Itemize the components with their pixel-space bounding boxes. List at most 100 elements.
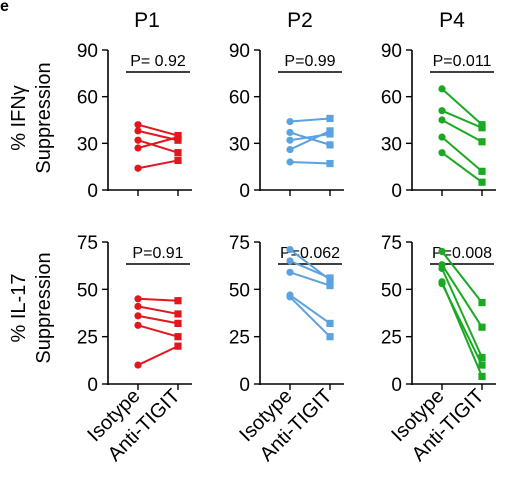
isotype-point-p2-il17-2 [286, 268, 294, 276]
anti-tigit-point-p2-il17-4 [326, 333, 334, 341]
pair-line-p4-il17-1 [441, 264, 483, 328]
y-tick-label-p4-ifng: 60 [381, 88, 402, 109]
pvalue-p1-ifng: P= 0.92 [130, 53, 186, 70]
pair-line-p1-il17-4 [137, 345, 179, 366]
pair-line-p2-il17-3 [289, 294, 331, 325]
isotype-point-p2-il17-0 [286, 245, 294, 254]
pvalue-p2-il17: P=0.062 [280, 245, 340, 262]
anti-tigit-point-p4-ifng-4 [478, 178, 486, 186]
isotype-point-p2-ifng-3 [286, 145, 294, 154]
isotype-point-p4-ifng-1 [438, 107, 446, 115]
anti-tigit-point-p1-ifng-2 [174, 149, 182, 157]
anti-tigit-point-p2-il17-1 [326, 274, 334, 282]
pvalue-p2-ifng: P=0.99 [284, 53, 335, 70]
anti-tigit-point-p2-ifng-4 [326, 159, 334, 168]
anti-tigit-point-p1-il17-3 [174, 333, 182, 341]
isotype-point-p4-ifng-0 [438, 85, 446, 93]
isotype-point-p1-ifng-0 [134, 121, 142, 129]
isotype-point-p1-il17-1 [134, 302, 142, 310]
pair-line-p2-ifng-0 [289, 117, 331, 123]
pvalue-p4-ifng: P=0.011 [433, 53, 492, 70]
pair-line-p1-il17-2 [137, 314, 179, 325]
anti-tigit-point-p2-ifng-3 [326, 127, 334, 135]
y-tick-label-p2-il17: 50 [229, 280, 250, 301]
ylabel-ifng-line1: % IFNγ [8, 85, 30, 151]
anti-tigit-point-p4-il17-3 [478, 361, 486, 369]
y-tick-label-p1-il17: 0 [87, 375, 98, 396]
y-tick-label-p4-ifng: 0 [391, 181, 402, 202]
isotype-point-p4-il17-4 [438, 278, 446, 286]
isotype-point-p4-ifng-2 [438, 116, 446, 124]
y-tick-label-p1-ifng: 90 [77, 41, 98, 62]
isotype-point-p2-ifng-2 [286, 136, 294, 144]
panel-p1-ifng: 0 30 60 90 P= 0.92 [77, 41, 192, 202]
panel-p1-il17: 0 25 50 75 P=0.91 [77, 233, 192, 396]
pair-line-p1-il17-3 [137, 324, 179, 338]
pair-line-p2-il17-4 [289, 296, 331, 338]
isotype-point-p2-il17-4 [286, 293, 294, 301]
anti-tigit-point-p1-ifng-4 [174, 156, 182, 165]
isotype-point-p2-il17-1 [286, 257, 294, 265]
y-tick-label-p4-il17: 25 [381, 328, 402, 349]
isotype-point-p4-il17-2 [438, 264, 446, 273]
pair-line-p1-il17-1 [137, 305, 179, 315]
isotype-point-p4-il17-0 [438, 247, 446, 256]
pair-line-p4-ifng-3 [441, 136, 483, 173]
isotype-point-p1-il17-0 [134, 295, 142, 303]
anti-tigit-point-p4-ifng-1 [478, 124, 486, 132]
anti-tigit-point-p1-il17-0 [174, 297, 182, 305]
pair-line-p1-ifng-4 [137, 159, 179, 170]
title-p4: P4 [439, 9, 465, 32]
isotype-point-p4-ifng-4 [438, 149, 446, 157]
ylabel-il17-line2: Suppression [33, 252, 55, 363]
y-tick-label-p4-il17: 50 [381, 280, 402, 301]
pair-line-p4-il17-0 [441, 250, 483, 304]
y-tick-label-p1-il17: 75 [77, 233, 98, 254]
pair-line-p1-ifng-0 [137, 123, 179, 137]
isotype-point-p2-ifng-0 [286, 117, 294, 126]
anti-tigit-point-p4-ifng-3 [478, 167, 486, 175]
pair-line-p4-ifng-4 [441, 151, 483, 184]
pair-line-p4-il17-2 [441, 268, 483, 358]
isotype-point-p1-ifng-4 [134, 164, 142, 172]
pvalue-p1-il17: P=0.91 [132, 245, 183, 262]
anti-tigit-point-p4-il17-1 [478, 323, 486, 331]
isotype-point-p2-ifng-1 [286, 128, 294, 137]
anti-tigit-point-p2-il17-2 [326, 281, 334, 290]
title-p2: P2 [287, 9, 313, 32]
pair-line-p1-ifng-3 [137, 136, 179, 149]
y-tick-label-p1-il17: 50 [77, 280, 98, 301]
ylabel-il17-line1: % IL-17 [8, 274, 30, 343]
pair-line-p1-ifng-2 [137, 139, 179, 154]
y-tick-label-p2-il17: 75 [229, 233, 250, 254]
anti-tigit-point-p2-il17-3 [326, 319, 334, 328]
anti-tigit-point-p4-il17-4 [478, 372, 486, 381]
pair-line-p2-ifng-4 [289, 161, 331, 165]
anti-tigit-point-p4-ifng-2 [478, 138, 486, 146]
anti-tigit-point-p4-il17-2 [478, 353, 486, 362]
y-tick-label-p2-ifng: 0 [239, 181, 250, 202]
ylabel-ifng-line2: Suppression [33, 62, 55, 173]
anti-tigit-point-p4-il17-0 [478, 298, 486, 307]
isotype-point-p1-ifng-1 [134, 127, 142, 135]
pair-line-p4-il17-4 [441, 281, 483, 377]
y-tick-label-p4-il17: 75 [381, 233, 402, 254]
y-tick-label-p4-ifng: 30 [381, 134, 402, 155]
anti-tigit-point-p1-il17-4 [174, 342, 182, 350]
panel-p2-ifng: 0 30 60 90 P=0.99 [229, 41, 344, 202]
panel-p2-il17: 0 25 50 75 P=0.062 [229, 233, 344, 396]
pair-line-p4-ifng-0 [441, 88, 483, 126]
y-tick-label-p1-ifng: 30 [77, 134, 98, 155]
pair-line-p2-il17-2 [289, 271, 331, 287]
y-tick-label-p1-ifng: 60 [77, 88, 98, 109]
isotype-point-p1-il17-3 [134, 321, 142, 329]
panel-p4-ifng: 0 30 60 90 P=0.011 [381, 41, 496, 202]
isotype-point-p2-ifng-4 [286, 158, 294, 166]
pair-line-p1-il17-0 [137, 297, 179, 302]
y-tick-label-p1-il17: 25 [77, 328, 98, 349]
isotype-point-p1-il17-4 [134, 361, 142, 369]
y-tick-label-p2-il17: 0 [239, 375, 250, 396]
isotype-point-p1-il17-2 [134, 312, 142, 320]
